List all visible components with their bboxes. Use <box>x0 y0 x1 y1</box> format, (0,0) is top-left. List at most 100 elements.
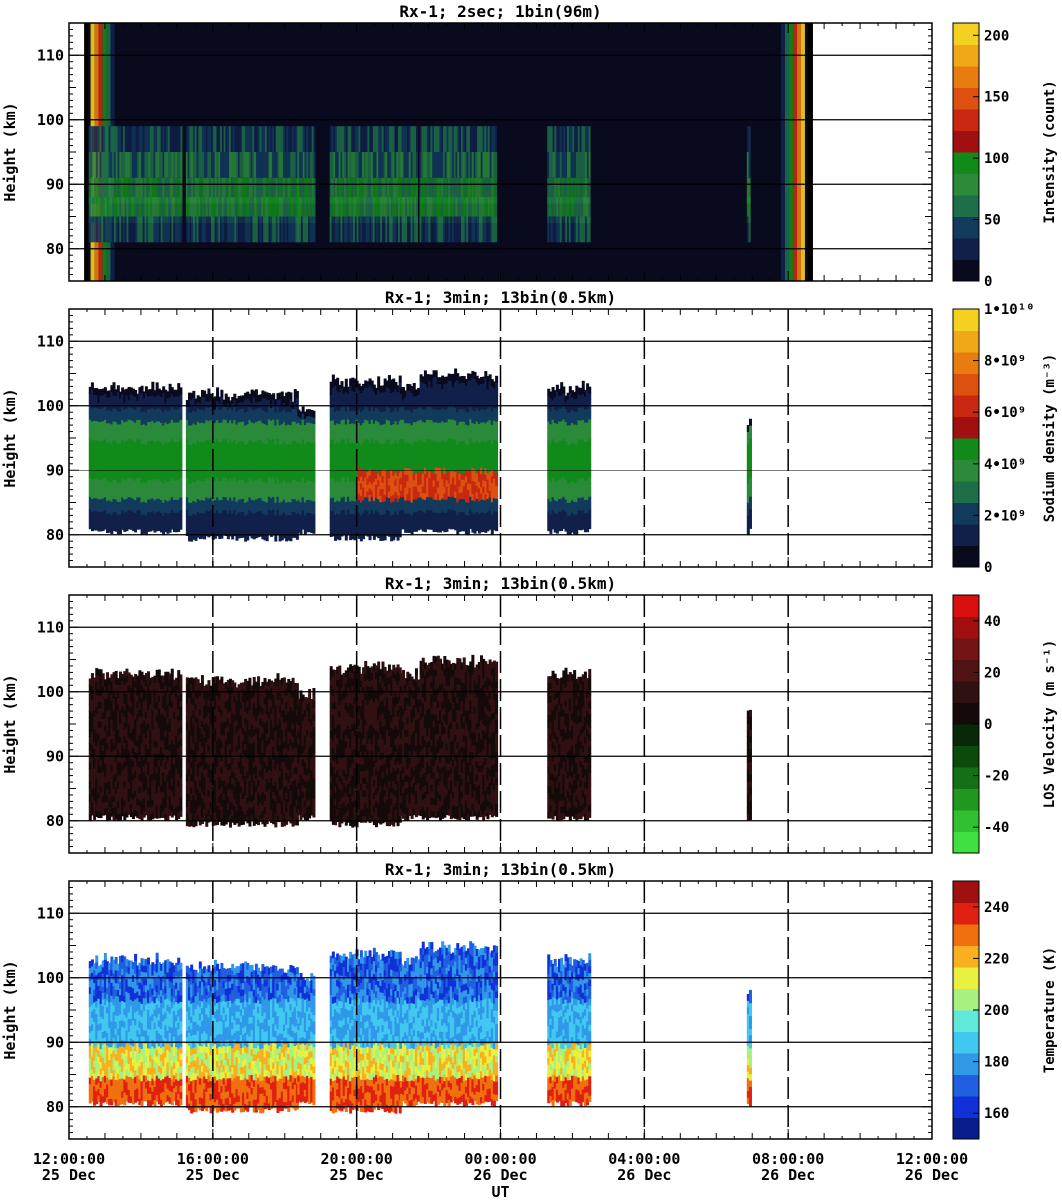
data-cell <box>147 395 151 403</box>
data-cell <box>263 507 267 515</box>
data-cell <box>106 487 110 495</box>
intensity-cell <box>196 216 199 243</box>
intensity-cell <box>554 126 557 152</box>
data-cell <box>179 393 183 401</box>
data-cell <box>344 404 348 412</box>
data-cell <box>162 412 166 420</box>
data-cell <box>151 523 155 531</box>
intensity-cell <box>477 177 480 204</box>
data-cell <box>366 484 370 492</box>
data-cell <box>368 397 372 405</box>
data-cell <box>112 504 116 512</box>
data-cell <box>101 427 105 435</box>
intensity-cell <box>477 197 480 223</box>
data-cell <box>261 403 265 411</box>
data-cell <box>334 508 338 516</box>
data-cell <box>153 409 157 417</box>
data-cell <box>95 517 99 525</box>
intensity-cell <box>223 216 226 243</box>
data-cell <box>194 443 198 451</box>
data-cell <box>263 494 267 502</box>
data-cell <box>241 421 245 429</box>
data-cell <box>116 449 120 457</box>
data-cell <box>118 481 122 489</box>
intensity-cell <box>180 197 183 223</box>
data-cell <box>159 519 163 527</box>
data-cell <box>364 490 368 498</box>
intensity-cell <box>495 177 498 204</box>
data-cell <box>112 517 116 525</box>
data-cell <box>312 520 316 528</box>
intensity-cell <box>331 152 334 178</box>
data-cell <box>203 532 207 540</box>
data-cell <box>93 433 97 441</box>
data-cell <box>346 444 350 452</box>
data-cell <box>387 458 391 466</box>
data-cell <box>353 513 357 521</box>
intensity-cell <box>380 152 383 178</box>
intensity-cell <box>576 126 579 152</box>
data-cell <box>138 387 142 395</box>
data-cell <box>370 393 374 401</box>
data-cell <box>103 432 107 440</box>
intensity-cell <box>144 152 147 178</box>
intensity-cell <box>365 152 368 178</box>
data-cell <box>301 438 305 446</box>
intensity-cell <box>381 197 384 223</box>
data-cell <box>196 395 200 403</box>
data-cell <box>366 471 370 479</box>
data-cell <box>172 467 176 475</box>
data-cell <box>351 416 355 424</box>
data-cell <box>241 459 245 467</box>
data-cell <box>340 400 344 408</box>
data-cell <box>259 516 263 524</box>
data-cell <box>272 457 276 465</box>
intensity-cell <box>414 126 417 152</box>
data-cell <box>153 390 157 398</box>
data-cell <box>299 424 303 432</box>
data-cell <box>401 509 405 517</box>
intensity-cell <box>273 126 276 152</box>
data-cell <box>370 483 374 491</box>
data-cell <box>88 457 92 465</box>
data-cell <box>261 461 265 469</box>
data-cell <box>340 458 344 466</box>
intensity-cell <box>281 216 284 243</box>
data-cell <box>259 503 263 511</box>
intensity-cell <box>378 216 381 243</box>
data-cell <box>149 421 153 429</box>
data-cell <box>377 492 381 500</box>
intensity-cell <box>162 197 165 223</box>
data-cell <box>166 513 170 521</box>
data-cell <box>153 396 157 404</box>
data-cell <box>410 463 414 471</box>
data-cell <box>125 517 129 525</box>
intensity-cell <box>103 126 106 152</box>
data-cell <box>237 512 241 520</box>
data-cell <box>287 443 291 451</box>
data-cell <box>162 418 166 426</box>
intensity-cell <box>302 152 305 178</box>
data-cell <box>436 422 440 430</box>
data-cell <box>412 434 416 442</box>
data-cell <box>390 385 394 393</box>
intensity-cell <box>493 152 496 178</box>
data-cell <box>125 479 129 486</box>
data-cell <box>140 469 144 477</box>
data-cell <box>267 470 271 478</box>
data-cell <box>112 491 116 499</box>
data-cell <box>88 502 92 510</box>
data-cell <box>346 470 350 478</box>
data-cell <box>383 378 387 386</box>
intensity-cell <box>437 216 440 243</box>
data-cell <box>383 443 387 450</box>
data-cell <box>359 489 363 497</box>
data-cell <box>280 430 284 438</box>
data-cell <box>426 451 430 459</box>
intensity-cell <box>142 177 145 204</box>
data-cell <box>179 400 183 408</box>
data-cell <box>99 434 103 442</box>
data-cell <box>220 512 224 520</box>
data-cell <box>259 394 263 402</box>
data-cell <box>340 439 344 447</box>
